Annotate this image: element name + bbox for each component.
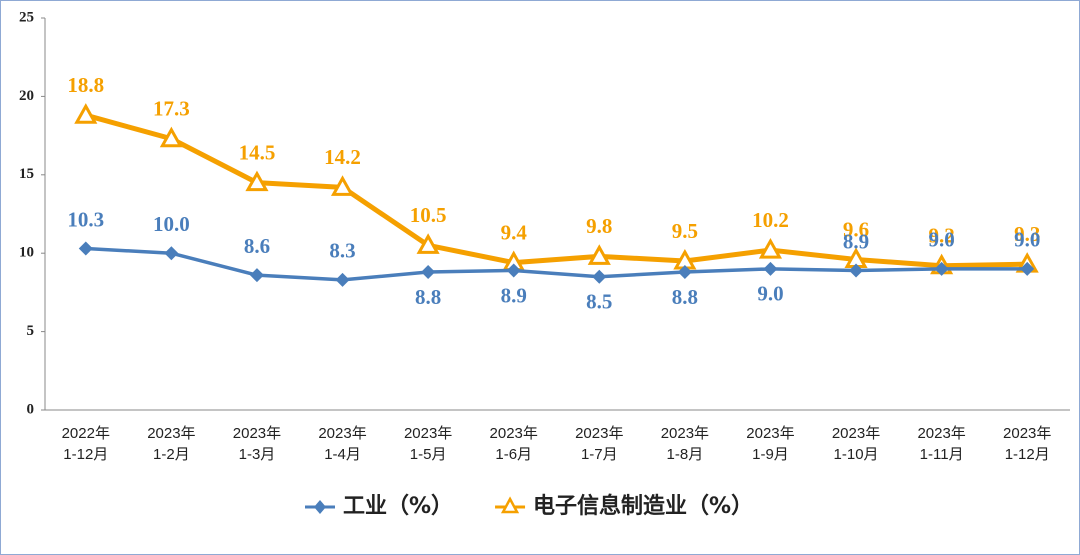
x-tick-label: 2023年 [661, 425, 709, 442]
data-label: 18.8 [67, 73, 104, 97]
x-tick-label: 2023年 [917, 425, 965, 442]
x-tick-label: 1-7月 [581, 446, 618, 463]
marker [245, 170, 269, 192]
x-tick-label: 1-5月 [410, 446, 447, 463]
legend-item: 电子信息制造业（%） [495, 493, 753, 519]
data-label: 9.2 [929, 224, 955, 248]
marker [592, 269, 607, 284]
data-label: 9.4 [501, 220, 528, 244]
legend-item: 工业（%） [305, 494, 453, 519]
x-tick-label: 2022年 [62, 425, 110, 442]
data-label: 8.6 [244, 234, 270, 258]
y-tick-label: 0 [27, 401, 35, 417]
marker [506, 263, 521, 278]
data-label: 10.0 [153, 212, 190, 236]
x-tick-label: 2023年 [832, 425, 880, 442]
legend-label: 工业（%） [343, 494, 453, 519]
marker [335, 272, 350, 287]
data-label: 8.3 [329, 239, 355, 263]
x-tick-label: 1-9月 [752, 446, 789, 463]
x-tick-label: 2023年 [404, 425, 452, 442]
x-tick-label: 1-3月 [239, 446, 276, 463]
marker [74, 103, 98, 124]
x-tick-label: 1-12月 [1005, 446, 1050, 463]
data-label: 8.5 [586, 290, 612, 314]
x-tick-label: 2023年 [746, 425, 794, 442]
legend-marker [314, 500, 326, 514]
data-label: 10.3 [67, 207, 104, 231]
x-tick-label: 2023年 [1003, 425, 1051, 442]
marker [934, 261, 949, 276]
data-label: 9.0 [929, 228, 955, 252]
marker [758, 238, 783, 259]
marker [249, 268, 264, 283]
series-line [85, 246, 1028, 282]
data-label: 8.9 [501, 283, 527, 307]
marker [677, 265, 692, 280]
data-label: 9.8 [586, 214, 612, 238]
data-label: 14.5 [239, 140, 276, 164]
data-label: 8.8 [415, 285, 441, 309]
legend-label: 电子信息制造业（%） [533, 493, 753, 519]
y-tick-label: 20 [19, 88, 34, 104]
x-tick-label: 1-2月 [153, 446, 190, 463]
data-label: 9.5 [672, 219, 698, 243]
x-tick-label: 2023年 [575, 425, 623, 442]
data-label: 9.6 [843, 217, 869, 241]
x-tick-label: 1-4月 [324, 446, 361, 463]
marker [763, 261, 778, 276]
marker [416, 233, 440, 254]
marker [78, 241, 93, 256]
y-tick-label: 10 [19, 245, 34, 261]
data-label: 9.0 [1014, 228, 1040, 252]
y-tick-label: 25 [19, 9, 34, 25]
x-tick-label: 1-10月 [834, 446, 879, 463]
marker [330, 175, 355, 196]
marker [1020, 261, 1035, 276]
marker [164, 246, 179, 261]
x-tick-label: 2023年 [233, 425, 281, 442]
data-label: 10.5 [410, 203, 447, 227]
x-tick-label: 1-8月 [667, 446, 704, 463]
marker [421, 265, 436, 280]
y-tick-label: 15 [19, 166, 34, 182]
data-label: 8.8 [672, 285, 698, 309]
data-label: 10.2 [752, 208, 789, 232]
data-label: 14.2 [324, 145, 361, 169]
x-tick-label: 2023年 [318, 425, 366, 442]
data-label: 17.3 [153, 97, 190, 121]
marker [159, 126, 183, 148]
marker [849, 263, 864, 278]
x-tick-label: 1-12月 [63, 446, 108, 463]
x-tick-label: 2023年 [490, 425, 538, 442]
x-tick-label: 2023年 [147, 425, 195, 442]
data-label: 9.0 [757, 282, 783, 306]
y-tick-label: 5 [27, 323, 35, 339]
series-line [85, 112, 1028, 269]
x-tick-label: 1-6月 [495, 446, 532, 463]
x-tick-label: 1-11月 [920, 446, 964, 463]
data-label: 9.3 [1014, 222, 1040, 246]
data-label: 8.9 [843, 229, 869, 253]
legend-marker [500, 496, 520, 514]
marker [587, 244, 611, 265]
